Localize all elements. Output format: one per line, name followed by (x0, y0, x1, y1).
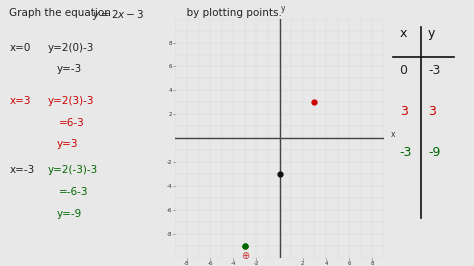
Text: y=2(0)-3: y=2(0)-3 (47, 43, 94, 53)
Text: y=2(3)-3: y=2(3)-3 (47, 96, 94, 106)
Text: ⊕: ⊕ (241, 251, 249, 261)
Text: Graph the equation: Graph the equation (9, 8, 118, 18)
Text: y=-9: y=-9 (57, 209, 82, 219)
Text: $y = 2x - 3$: $y = 2x - 3$ (92, 8, 145, 22)
Text: x: x (391, 130, 395, 139)
Text: 0: 0 (400, 64, 408, 77)
Text: by plotting points.: by plotting points. (180, 8, 282, 18)
Text: y: y (281, 4, 285, 13)
Text: -3: -3 (400, 146, 412, 159)
Text: =-6-3: =-6-3 (59, 187, 89, 197)
Text: y: y (428, 27, 436, 40)
Text: y=3: y=3 (57, 139, 78, 149)
Text: x=-3: x=-3 (9, 165, 35, 175)
Text: -9: -9 (428, 146, 440, 159)
Text: x: x (400, 27, 407, 40)
Text: -3: -3 (428, 64, 440, 77)
Text: 3: 3 (400, 105, 408, 118)
Text: 3: 3 (428, 105, 436, 118)
Text: =6-3: =6-3 (59, 118, 85, 128)
Text: y=2(-3)-3: y=2(-3)-3 (47, 165, 98, 175)
Text: x=3: x=3 (9, 96, 31, 106)
Text: x=0: x=0 (9, 43, 31, 53)
Text: y=-3: y=-3 (57, 64, 82, 74)
